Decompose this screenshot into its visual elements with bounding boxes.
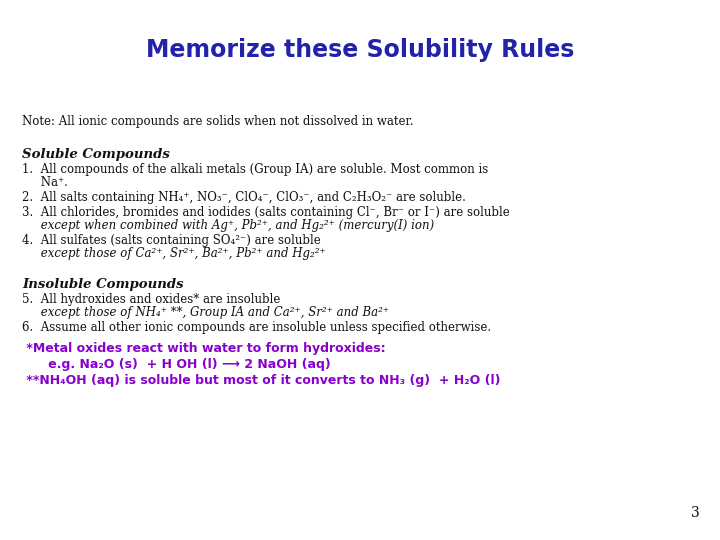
Text: except those of Ca²⁺, Sr²⁺, Ba²⁺, Pb²⁺ and Hg₂²⁺: except those of Ca²⁺, Sr²⁺, Ba²⁺, Pb²⁺ a…: [22, 247, 325, 260]
Text: e.g. Na₂O (s)  + H OH (l) ⟶ 2 NaOH (aq): e.g. Na₂O (s) + H OH (l) ⟶ 2 NaOH (aq): [22, 358, 330, 371]
Text: *Metal oxides react with water to form hydroxides:: *Metal oxides react with water to form h…: [22, 342, 386, 355]
Text: 1.  All compounds of the alkali metals (Group IA) are soluble. Most common is: 1. All compounds of the alkali metals (G…: [22, 163, 488, 176]
Text: 4.  All sulfates (salts containing SO₄²⁻) are soluble: 4. All sulfates (salts containing SO₄²⁻)…: [22, 234, 320, 247]
Text: **NH₄OH (aq) is soluble but most of it converts to NH₃ (g)  + H₂O (l): **NH₄OH (aq) is soluble but most of it c…: [22, 374, 500, 387]
Text: except those of NH₄⁺ **, Group IA and Ca²⁺, Sr²⁺ and Ba²⁺: except those of NH₄⁺ **, Group IA and Ca…: [22, 306, 389, 319]
Text: 3: 3: [691, 506, 700, 520]
Text: Insoluble Compounds: Insoluble Compounds: [22, 278, 184, 291]
Text: Na⁺.: Na⁺.: [22, 176, 68, 189]
Text: 5.  All hydroxides and oxides* are insoluble: 5. All hydroxides and oxides* are insolu…: [22, 293, 280, 306]
Text: Memorize these Solubility Rules: Memorize these Solubility Rules: [146, 38, 574, 62]
Text: 3.  All chlorides, bromides and iodides (salts containing Cl⁻, Br⁻ or I⁻) are so: 3. All chlorides, bromides and iodides (…: [22, 206, 510, 219]
Text: 6.  Assume all other ionic compounds are insoluble unless specified otherwise.: 6. Assume all other ionic compounds are …: [22, 321, 491, 334]
Text: Soluble Compounds: Soluble Compounds: [22, 148, 170, 161]
Text: 2.  All salts containing NH₄⁺, NO₃⁻, ClO₄⁻, ClO₃⁻, and C₂H₃O₂⁻ are soluble.: 2. All salts containing NH₄⁺, NO₃⁻, ClO₄…: [22, 191, 466, 204]
Text: except when combined with Ag⁺, Pb²⁺, and Hg₂²⁺ (mercury(I) ion): except when combined with Ag⁺, Pb²⁺, and…: [22, 219, 434, 232]
Text: Note: All ionic compounds are solids when not dissolved in water.: Note: All ionic compounds are solids whe…: [22, 115, 413, 128]
